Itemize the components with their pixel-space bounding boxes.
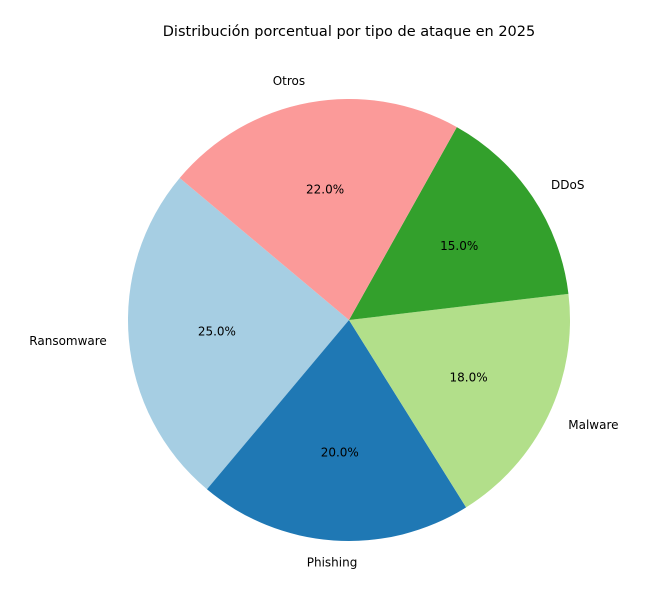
pie-slice-otros [179, 98, 457, 320]
pie-percent-label-otros: 22.0% [306, 183, 344, 197]
pie-slices [127, 98, 571, 542]
pie-slice-phishing [206, 320, 467, 542]
pie-category-label-ddos: DDoS [551, 178, 584, 192]
pie-category-label-otros: Otros [273, 74, 305, 88]
pie-percent-label-malware: 18.0% [450, 370, 488, 384]
pie-category-label-ransomware: Ransomware [29, 334, 107, 348]
pie-labels: 25.0% Ransomware 20.0% Phishing 18.0% Malware… [29, 74, 618, 570]
pie-percent-label-ddos: 15.0% [440, 239, 478, 253]
pie-slice-ransomware [127, 177, 349, 490]
pie-category-label-phishing: Phishing [307, 556, 358, 570]
pie-percent-label-ransomware: 25.0% [198, 325, 236, 339]
pie-percent-label-phishing: 20.0% [321, 445, 359, 459]
pie-category-label-malware: Malware [568, 418, 618, 432]
pie-slice-ddos [349, 127, 569, 320]
chart-title: Distribución porcentual por tipo de ataq… [163, 24, 535, 40]
pie-slice-malware [349, 293, 571, 508]
